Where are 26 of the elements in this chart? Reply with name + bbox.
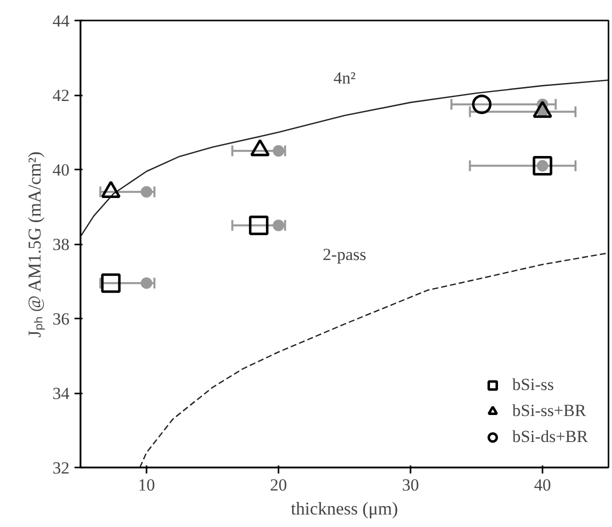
y-tick-label: 34 xyxy=(52,384,70,403)
x-axis-title: thickness (μm) xyxy=(290,498,398,518)
x-tick-label: 10 xyxy=(138,476,155,494)
point xyxy=(140,186,152,198)
legend-label: bSi-ss+BR xyxy=(512,401,586,421)
point xyxy=(472,94,492,114)
point xyxy=(272,145,284,157)
y-tick-label: 38 xyxy=(52,235,70,254)
point xyxy=(532,156,552,176)
y-tick-label: 44 xyxy=(52,12,70,30)
y-tick-label: 42 xyxy=(52,86,70,105)
x-tick-label: 20 xyxy=(270,476,287,494)
x-tick-label: 30 xyxy=(402,476,419,494)
y-axis-title: Jₚₕ @ AM1.5G (mA/cm²) xyxy=(24,152,46,338)
text: 2-pass xyxy=(322,245,366,264)
y-tick-label: 36 xyxy=(52,310,70,328)
y-tick-label: 32 xyxy=(52,458,70,478)
point xyxy=(101,273,121,293)
legend-label: bSi-ss xyxy=(512,375,554,395)
legend-label: bSi-ds+BR xyxy=(512,427,588,447)
point xyxy=(272,220,284,232)
point xyxy=(140,277,152,289)
series-label: 4n² xyxy=(333,68,356,88)
x-tick-label: 40 xyxy=(534,476,551,494)
point xyxy=(248,216,268,236)
y-tick-label: 40 xyxy=(52,160,70,180)
